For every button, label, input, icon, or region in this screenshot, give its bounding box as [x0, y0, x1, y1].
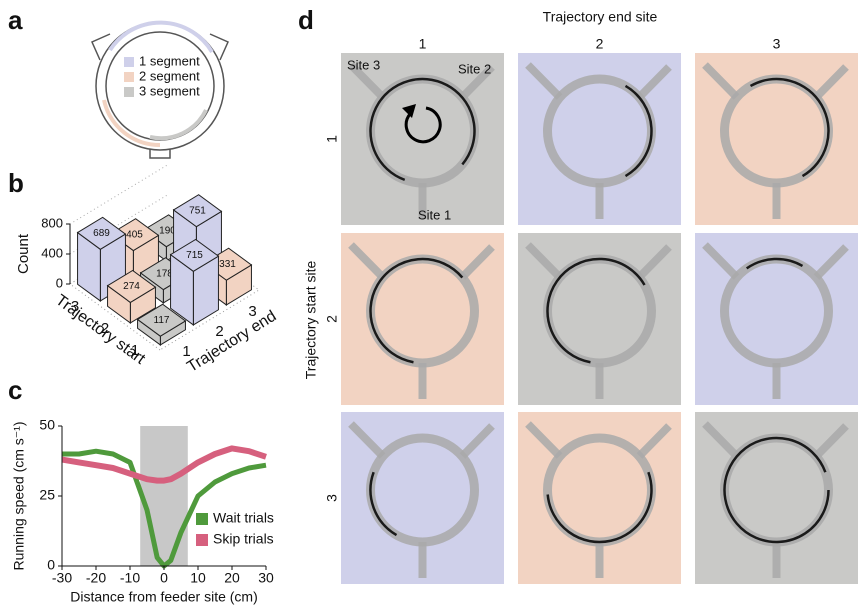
legend-label: 1 segment	[139, 53, 200, 68]
grid-line	[69, 193, 170, 255]
legend-label: Wait trials	[213, 510, 274, 526]
trajectory	[749, 77, 830, 178]
z-tick-label: 800	[41, 215, 63, 230]
bar-top	[172, 194, 223, 228]
trajectory	[723, 436, 830, 544]
legend-swatch	[196, 513, 208, 525]
trajectory	[745, 257, 804, 270]
x-tick-label: -10	[120, 570, 140, 586]
value-label: 331	[219, 259, 236, 270]
row-label: 3	[324, 494, 340, 502]
legend-label: 3 segment	[139, 83, 200, 98]
value-label: 117	[154, 315, 170, 326]
track-arm	[209, 33, 229, 61]
legend-swatch	[124, 87, 134, 97]
column-label: 2	[596, 36, 604, 52]
z-tick-label: 0	[56, 275, 63, 290]
legend-label: Skip trials	[213, 531, 274, 547]
track-arms	[702, 242, 849, 399]
trajectory	[624, 84, 653, 178]
trajectory-grid: Trajectory end site Trajectory start site…	[303, 9, 858, 584]
legend-swatch	[124, 72, 134, 82]
y-tick-label: 3	[248, 303, 256, 320]
legend-swatch	[196, 534, 208, 546]
track-arms	[525, 242, 672, 399]
site-label: Site 3	[347, 57, 380, 72]
x-tick-label: 0	[160, 570, 168, 586]
track-arms	[348, 421, 495, 578]
segment-arc	[108, 20, 214, 54]
trajectory	[546, 471, 653, 544]
trajectory	[369, 471, 398, 537]
panel-label: b	[8, 168, 24, 198]
value-label: 178	[156, 268, 173, 279]
y-tick-label: 25	[39, 487, 55, 503]
legend-swatch	[124, 57, 134, 67]
bar-top	[106, 269, 157, 304]
x-tick-label: -20	[86, 570, 106, 586]
value-label: 190	[159, 225, 176, 236]
z-axis-label: Count	[15, 233, 32, 274]
series-line	[61, 445, 267, 484]
track-arms	[348, 62, 495, 219]
row-label: 1	[324, 135, 340, 143]
x-tick-label: 1	[131, 342, 139, 359]
y-axis-label: Running speed (cm s⁻¹)	[11, 421, 27, 570]
y-tick-label: 1	[182, 343, 190, 360]
segment-arc	[149, 109, 208, 141]
bar-top	[76, 216, 127, 250]
bar3d-chart: 0400800Count1907514053311786897152741171…	[15, 163, 279, 376]
column-title: Trajectory end site	[543, 9, 658, 25]
bar-top	[169, 238, 220, 272]
y-tick-label: 0	[47, 557, 55, 573]
y-tick-label: 50	[39, 417, 55, 433]
x-tick-label: 30	[258, 570, 274, 586]
column-label: 1	[419, 36, 427, 52]
legend-label: 2 segment	[139, 68, 200, 83]
x-tick-label: -30	[52, 570, 72, 586]
track-arm	[149, 149, 171, 159]
value-label: 274	[123, 281, 140, 292]
x-tick-label: 20	[224, 570, 240, 586]
trajectory	[369, 77, 476, 182]
trajectory	[546, 257, 646, 364]
row-label: 2	[324, 315, 340, 323]
x-tick-label: 3	[71, 298, 79, 315]
x-tick-label: 10	[190, 570, 206, 586]
segment-arc	[102, 99, 161, 148]
x-axis-label: Distance from feeder site (cm)	[70, 589, 258, 605]
shaded-region	[140, 426, 188, 566]
panel-label: c	[8, 375, 22, 405]
y-tick-label: 2	[215, 323, 223, 340]
value-label: 751	[189, 205, 206, 216]
column-label: 3	[773, 36, 781, 52]
track-arms	[525, 421, 672, 578]
track-arms	[525, 62, 672, 219]
value-label: 689	[93, 228, 110, 239]
value-label: 715	[186, 250, 203, 261]
segment-arcs	[102, 20, 214, 148]
site-label: Site 1	[418, 207, 451, 222]
rotation-arrowhead	[402, 104, 416, 118]
track-arm	[91, 33, 111, 61]
panel-label: a	[8, 5, 23, 35]
value-label: 405	[126, 229, 143, 240]
z-tick-label: 400	[41, 245, 63, 260]
track-arms	[702, 421, 849, 578]
row-title: Trajectory start site	[303, 261, 319, 380]
track-arms	[348, 242, 495, 399]
site-label: Site 2	[458, 61, 491, 76]
track-arms	[702, 62, 849, 219]
grid-line	[69, 163, 170, 225]
panel-label: d	[298, 5, 314, 35]
x-tick-label: 2	[101, 320, 109, 337]
trajectory	[369, 257, 464, 364]
bar-top	[136, 303, 187, 337]
rotation-arrow	[404, 106, 442, 144]
